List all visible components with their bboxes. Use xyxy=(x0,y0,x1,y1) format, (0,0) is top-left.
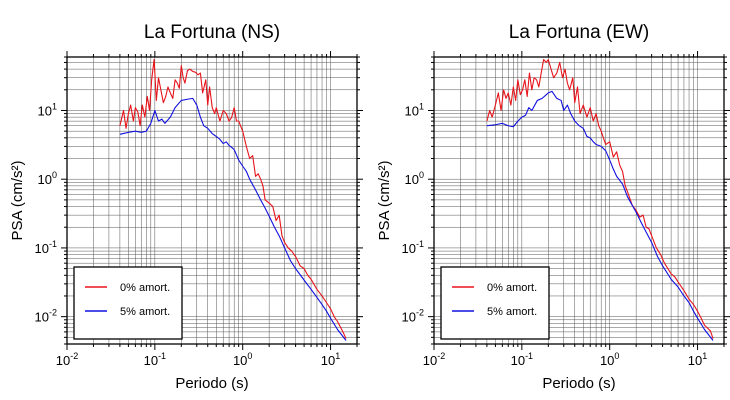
y-tick-label: 101 xyxy=(405,101,424,118)
y-tick-label: 101 xyxy=(38,101,57,118)
x-tick-label: 100 xyxy=(233,351,252,368)
legend-label: 5% amort. xyxy=(120,306,170,318)
x-axis-label: Periodo (s) xyxy=(175,375,248,392)
series-line-undamped xyxy=(119,59,347,339)
x-tick-label: 100 xyxy=(600,351,619,368)
y-tick-label: 10-2 xyxy=(402,308,424,325)
x-axis-label: Periodo (s) xyxy=(542,375,615,392)
series-line-damped xyxy=(486,90,714,341)
x-tick-label: 101 xyxy=(688,351,707,368)
x-tick-label: 10-2 xyxy=(56,351,78,368)
y-tick-label: 10-1 xyxy=(402,239,424,256)
plot-frame xyxy=(433,56,725,345)
y-tick-label: 10-1 xyxy=(35,239,57,256)
y-tick-label: 100 xyxy=(405,170,424,187)
legend-label: 5% amort. xyxy=(487,306,537,318)
chart-title: La Fortuna (EW) xyxy=(509,22,649,43)
x-tick-label: 10-2 xyxy=(423,351,445,368)
series-line-damped xyxy=(119,97,347,341)
y-axis-label: PSA (cm/s²) xyxy=(9,160,26,240)
plot-frame xyxy=(66,56,358,345)
y-tick-label: 10-2 xyxy=(35,308,57,325)
legend: 0% amort. 5% amort. xyxy=(73,266,183,340)
x-tick-label: 101 xyxy=(321,351,340,368)
legend-box xyxy=(73,266,183,340)
legend-box xyxy=(440,266,550,340)
x-tick-label: 10-1 xyxy=(511,351,533,368)
y-tick-label: 100 xyxy=(38,170,57,187)
series-group xyxy=(486,59,714,341)
axis-ticks xyxy=(61,51,363,350)
chart-title: La Fortuna (NS) xyxy=(144,22,280,43)
series-group xyxy=(119,59,347,341)
legend-label: 0% amort. xyxy=(487,282,537,294)
chart-panel-1: 10-2 10-1 100 101 10-2 10-1 100 101 La Fortuna (… xyxy=(9,22,363,392)
legend-label: 0% amort. xyxy=(120,282,170,294)
x-tick-label: 10-1 xyxy=(144,351,166,368)
series-line-undamped xyxy=(486,59,714,339)
axis-ticks xyxy=(428,51,730,350)
chart-panel-2: 10-2 10-1 100 101 10-2 10-1 100 101 La Fortuna (… xyxy=(376,22,730,392)
legend: 0% amort. 5% amort. xyxy=(440,266,550,340)
y-axis-label: PSA (cm/s²) xyxy=(376,160,393,240)
